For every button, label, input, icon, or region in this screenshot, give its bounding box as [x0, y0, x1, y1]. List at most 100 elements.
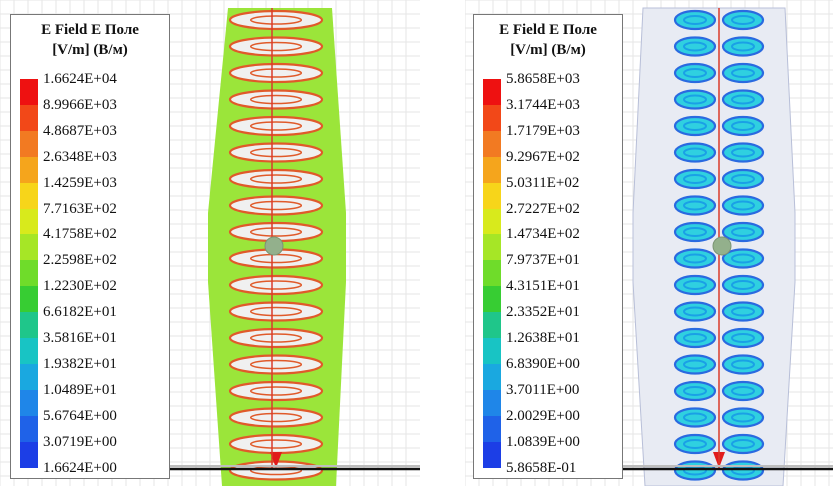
legend-color-swatch [483, 104, 501, 132]
left-field-plot [0, 0, 420, 486]
field-contour-ring [721, 433, 765, 455]
legend-tick-label: 9.2967E+02 [506, 148, 580, 165]
field-contour-ring [228, 115, 324, 137]
legend-color-swatch [20, 338, 38, 365]
field-contour-rings [673, 9, 765, 481]
field-contour-inner-ring [731, 120, 755, 132]
field-contour-inner-ring [683, 226, 707, 238]
legend-color-swatch [20, 312, 38, 339]
field-contour-inner-ring [731, 200, 755, 211]
legend-tick-label: 1.4259E+03 [43, 174, 117, 191]
legend-color-swatch [483, 389, 501, 417]
field-contour-ring [673, 380, 717, 402]
legend-color-swatch [483, 286, 501, 313]
legend-tick-label: 1.7179E+03 [506, 122, 580, 139]
field-contour-ring [721, 9, 765, 31]
field-contour-inner-ring [249, 386, 303, 396]
legend-tick-label: 3.7011E+00 [506, 381, 580, 398]
field-contour-ring [673, 248, 717, 269]
field-contour-ring [673, 407, 717, 428]
field-contour-inner-ring [249, 306, 303, 317]
field-contour-ring [228, 354, 324, 375]
legend-color-swatch [20, 260, 38, 287]
field-contour-ring [721, 195, 765, 216]
field-contour-inner-ring [683, 173, 707, 185]
field-contour-inner-ring [249, 68, 303, 78]
field-contour-inner-ring [683, 94, 707, 105]
legend-tick-label: 2.6348E+03 [43, 148, 117, 165]
field-contour-ring [673, 460, 717, 481]
legend-tick-label: 7.9737E+01 [506, 252, 580, 269]
field-contour-ring [721, 380, 765, 402]
field-contour-ring [673, 301, 717, 322]
field-contour-ring [228, 89, 324, 110]
field-contour-inner-ring [731, 306, 755, 317]
field-contour-rings [228, 9, 324, 481]
field-contour-inner-ring [683, 438, 707, 450]
legend-tick-label: 5.8658E-01 [506, 459, 577, 476]
field-contour-ring [228, 9, 324, 31]
field-contour-inner-ring [683, 14, 707, 26]
legend-color-swatch [20, 156, 38, 184]
field-contour-inner-ring [249, 41, 303, 52]
legend-tick-label: 5.0311E+02 [506, 174, 580, 191]
left-color-legend: E Field E Поле [V/m] (В/м) 1.6624E+04 8.9… [10, 14, 170, 479]
field-contour-ring [721, 407, 765, 428]
field-contour-inner-ring [249, 333, 303, 343]
field-contour-ring [228, 62, 324, 84]
right-color-legend: E Field E Поле [V/m] (В/м) 5.8658E+03 3.1… [473, 14, 623, 479]
field-contour-inner-ring [249, 200, 303, 211]
feed-point [712, 236, 732, 256]
legend-color-swatch [483, 415, 501, 443]
field-contour-inner-ring [683, 306, 707, 317]
field-contour-ring [721, 36, 765, 57]
field-contour-inner-ring [249, 121, 303, 131]
legend-tick-label: 8.9966E+03 [43, 96, 117, 113]
field-contour-inner-ring [249, 15, 303, 25]
field-contour-ring [228, 142, 324, 163]
field-contour-inner-ring [683, 385, 707, 397]
legend-unit: [V/m] (В/м) [510, 42, 586, 58]
field-contour-ring [721, 115, 765, 137]
legend-tick-label: 4.1758E+02 [43, 226, 117, 243]
field-contour-ring [228, 380, 324, 402]
field-contour-ring [721, 221, 765, 243]
field-contour-ring [721, 301, 765, 322]
field-contour-inner-ring [683, 332, 707, 344]
field-contour-inner-ring [683, 253, 707, 264]
field-contour-inner-ring [731, 253, 755, 264]
field-contour-inner-ring [731, 279, 755, 291]
legend-color-swatch [483, 441, 501, 468]
legend-tick-label: 7.7163E+02 [43, 200, 117, 217]
legend-color-swatch [20, 363, 38, 391]
field-contour-ring [673, 354, 717, 375]
field-contour-inner-ring [249, 280, 303, 290]
legend-color-swatch [483, 338, 501, 365]
field-contour-ring [721, 142, 765, 163]
field-contour-ring [673, 195, 717, 216]
field-contour-ring [673, 36, 717, 57]
legend-tick-label: 5.8658E+03 [506, 71, 580, 87]
legend-tick-label: 2.3352E+01 [506, 304, 580, 321]
field-contour-ring [721, 89, 765, 110]
legend-color-swatch [20, 208, 38, 235]
field-contour-inner-ring [731, 41, 755, 52]
legend-color-swatch [483, 208, 501, 235]
field-contour-ring [673, 327, 717, 349]
legend-tick-label: 1.6624E+00 [43, 459, 117, 476]
legend-tick-label: 2.7227E+02 [506, 200, 580, 217]
field-contour-inner-ring [683, 41, 707, 52]
legend-color-swatch [20, 415, 38, 443]
legend-color-swatch [20, 286, 38, 313]
legend-color-swatch [483, 234, 501, 261]
field-contour-ring [673, 433, 717, 455]
field-contour-ring [721, 168, 765, 190]
field-contour-ring [228, 274, 324, 296]
field-contour-ring [673, 115, 717, 137]
field-contour-ring [228, 327, 324, 349]
field-contour-ring [721, 274, 765, 296]
field-contour-inner-ring [731, 147, 755, 158]
field-contour-inner-ring [731, 332, 755, 344]
legend-tick-label: 3.1744E+03 [506, 96, 580, 113]
legend-tick-label: 3.0719E+00 [43, 433, 117, 450]
